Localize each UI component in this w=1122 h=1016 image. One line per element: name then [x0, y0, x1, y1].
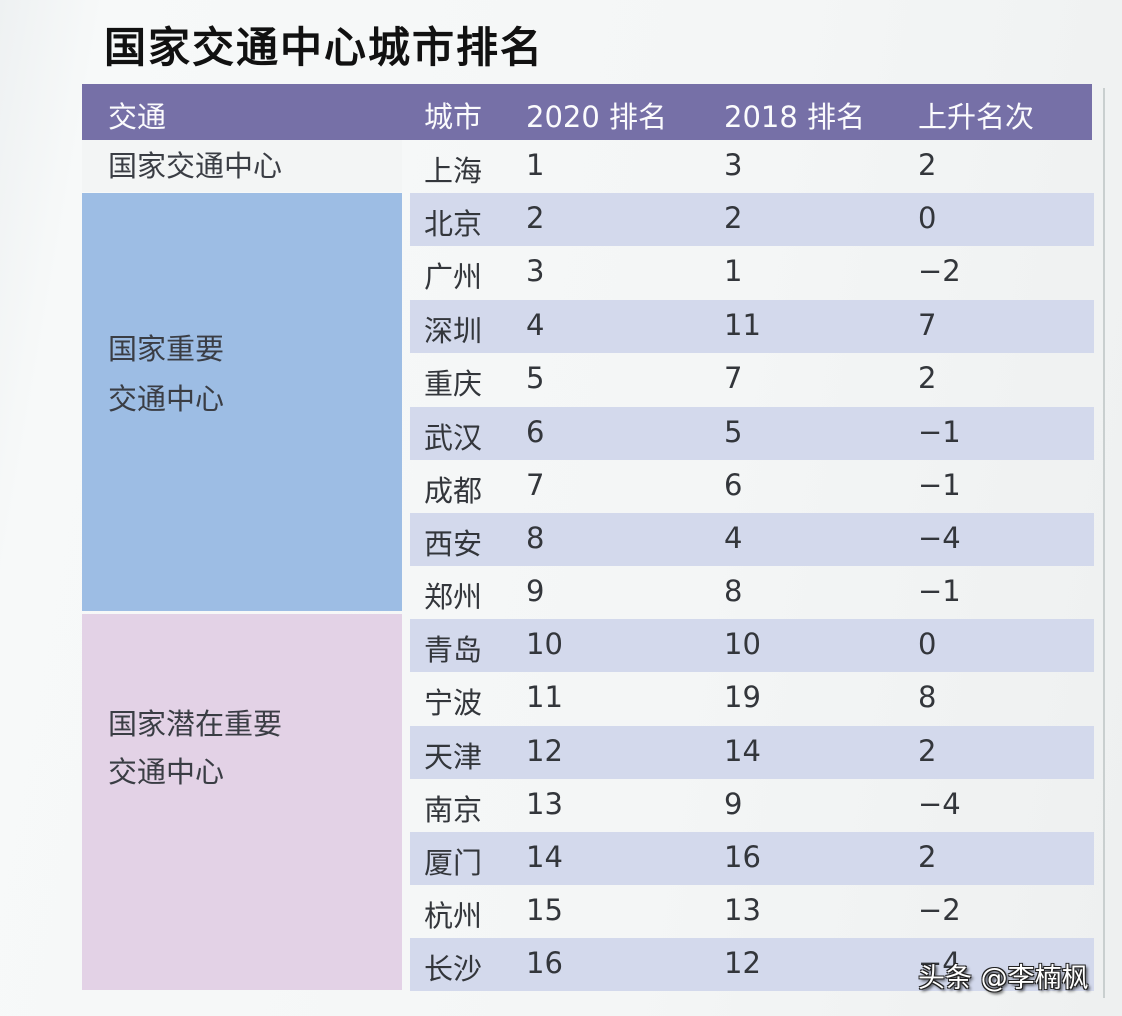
table-row: 天津 12 14 2 — [410, 726, 1094, 779]
rank-2020-cell: 9 — [526, 574, 545, 608]
table-row: 宁波 11 19 8 — [410, 672, 1094, 725]
city-cell: 西安 — [424, 527, 483, 561]
city-cell: 北京 — [424, 207, 483, 241]
rank-2018-cell: 3 — [724, 148, 743, 182]
table-row: 杭州 15 13 −2 — [410, 885, 1094, 938]
city-cell: 上海 — [424, 154, 483, 188]
rank-2020-cell: 13 — [526, 787, 563, 821]
change-cell: −4 — [918, 521, 961, 555]
city-cell: 青岛 — [424, 633, 483, 667]
rank-2020-cell: 5 — [526, 361, 545, 395]
city-cell: 杭州 — [424, 899, 483, 933]
change-cell: 2 — [918, 361, 937, 395]
category-label: 国家重要 — [108, 332, 225, 366]
change-cell: 0 — [918, 627, 937, 661]
table-row: 西安 8 4 −4 — [410, 513, 1094, 566]
change-cell: −4 — [918, 946, 961, 980]
city-cell: 广州 — [424, 260, 483, 294]
rank-2020-cell: 10 — [526, 627, 563, 661]
rank-2018-cell: 11 — [724, 308, 761, 342]
rank-2018-cell: 1 — [724, 254, 743, 288]
category-national-hub: 国家交通中心 — [82, 140, 402, 192]
rank-2020-cell: 1 — [526, 148, 545, 182]
city-cell: 宁波 — [424, 686, 483, 720]
city-cell: 武汉 — [424, 421, 483, 455]
category-label: 国家交通中心 — [108, 149, 283, 183]
rank-2020-cell: 3 — [526, 254, 545, 288]
change-cell: −2 — [918, 254, 961, 288]
city-cell: 长沙 — [424, 952, 483, 986]
city-cell: 成都 — [424, 474, 483, 508]
rank-2020-cell: 14 — [526, 840, 563, 874]
city-cell: 深圳 — [424, 314, 483, 348]
table-row: 深圳 4 11 7 — [410, 300, 1094, 353]
header-change: 上升名次 — [918, 100, 1035, 134]
category-important-hub: 国家重要 交通中心 — [82, 193, 402, 611]
change-cell: 2 — [918, 840, 937, 874]
rank-2018-cell: 13 — [724, 893, 761, 927]
city-cell: 南京 — [424, 793, 483, 827]
rank-2020-cell: 15 — [526, 893, 563, 927]
rank-2018-cell: 12 — [724, 946, 761, 980]
table-row: 青岛 10 10 0 — [410, 619, 1094, 672]
rank-2020-cell: 2 — [526, 201, 545, 235]
table-row: 郑州 9 8 −1 — [410, 566, 1094, 619]
change-cell: −2 — [918, 893, 961, 927]
table-row: 武汉 6 5 −1 — [410, 407, 1094, 460]
rank-2020-cell: 6 — [526, 415, 545, 449]
change-cell: −4 — [918, 787, 961, 821]
rank-2020-cell: 4 — [526, 308, 545, 342]
rank-2020-cell: 7 — [526, 468, 545, 502]
table-row: 南京 13 9 −4 — [410, 779, 1094, 832]
header-rank-2018: 2018 排名 — [724, 100, 866, 134]
city-cell: 郑州 — [424, 580, 483, 614]
rank-2018-cell: 19 — [724, 680, 761, 714]
city-cell: 天津 — [424, 740, 483, 774]
rank-2018-cell: 16 — [724, 840, 761, 874]
table-header: 交通 城市 2020 排名 2018 排名 上升名次 — [82, 84, 1092, 140]
rank-2018-cell: 10 — [724, 627, 761, 661]
change-cell: 8 — [918, 680, 937, 714]
watermark: 头条 @李楠枫 — [918, 963, 1089, 994]
header-category: 交通 — [108, 100, 167, 134]
rank-2020-cell: 11 — [526, 680, 563, 714]
rank-2018-cell: 14 — [724, 734, 761, 768]
category-label: 国家潜在重要 — [108, 707, 283, 741]
change-cell: −1 — [918, 574, 961, 608]
category-label: 交通中心 — [108, 382, 225, 416]
table-row: 广州 3 1 −2 — [410, 246, 1094, 299]
rank-2018-cell: 7 — [724, 361, 743, 395]
table-row: 长沙 16 12 −4 — [410, 938, 1094, 991]
category-potential-hub: 国家潜在重要 交通中心 — [82, 614, 402, 990]
rank-2018-cell: 4 — [724, 521, 743, 555]
page-title: 国家交通中心城市排名 — [104, 23, 545, 72]
rank-2018-cell: 6 — [724, 468, 743, 502]
header-rank-2020: 2020 排名 — [526, 100, 668, 134]
rank-2018-cell: 5 — [724, 415, 743, 449]
change-cell: 2 — [918, 148, 937, 182]
table-row: 北京 2 2 0 — [410, 193, 1094, 246]
rank-2020-cell: 16 — [526, 946, 563, 980]
table-row: 重庆 5 7 2 — [410, 353, 1094, 406]
change-cell: −1 — [918, 468, 961, 502]
rank-2018-cell: 9 — [724, 787, 743, 821]
category-label: 交通中心 — [108, 755, 225, 789]
table-row: 上海 1 3 2 — [410, 140, 1094, 193]
city-cell: 厦门 — [424, 846, 483, 880]
rank-2018-cell: 2 — [724, 201, 743, 235]
table-row: 成都 7 6 −1 — [410, 460, 1094, 513]
change-cell: −1 — [918, 415, 961, 449]
rank-2020-cell: 8 — [526, 521, 545, 555]
divider — [1103, 88, 1105, 998]
rank-2020-cell: 12 — [526, 734, 563, 768]
change-cell: 2 — [918, 734, 937, 768]
header-city: 城市 — [424, 100, 483, 134]
change-cell: 0 — [918, 201, 937, 235]
table-row: 厦门 14 16 2 — [410, 832, 1094, 885]
rank-2018-cell: 8 — [724, 574, 743, 608]
change-cell: 7 — [918, 308, 937, 342]
city-cell: 重庆 — [424, 367, 483, 401]
